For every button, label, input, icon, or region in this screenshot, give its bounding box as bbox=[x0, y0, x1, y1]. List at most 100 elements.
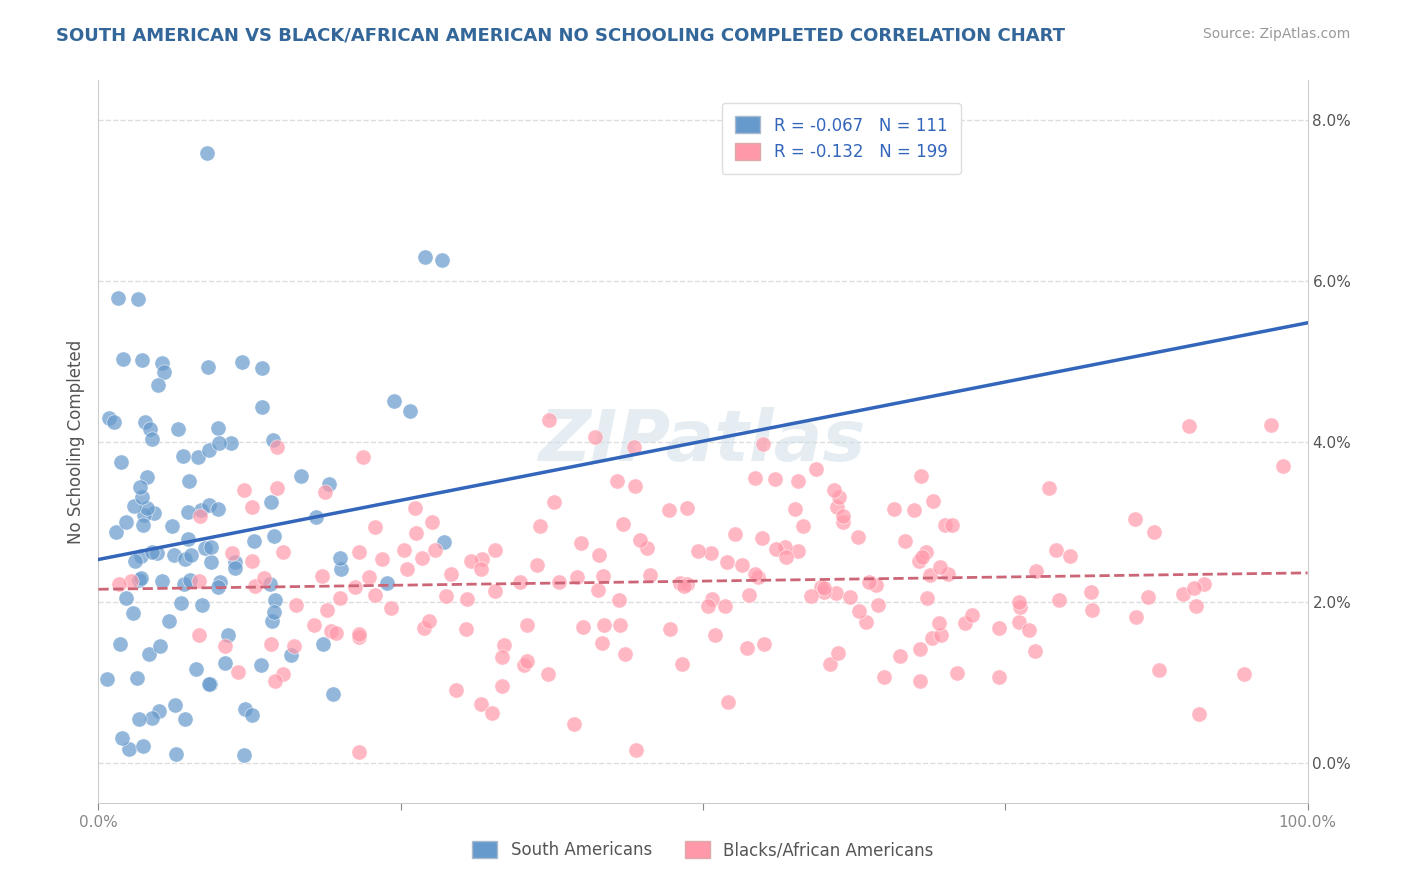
Point bbox=[626, 743, 648, 757]
Point bbox=[470, 697, 492, 711]
Point bbox=[832, 516, 855, 530]
Point bbox=[491, 649, 513, 664]
Point bbox=[200, 540, 222, 554]
Point bbox=[138, 648, 160, 662]
Point bbox=[214, 656, 236, 670]
Point bbox=[413, 250, 436, 264]
Point bbox=[187, 574, 209, 588]
Point bbox=[250, 400, 273, 414]
Point bbox=[191, 598, 214, 612]
Point bbox=[1047, 593, 1070, 607]
Point bbox=[1018, 623, 1040, 637]
Point bbox=[214, 639, 236, 653]
Point bbox=[953, 616, 976, 631]
Point bbox=[382, 393, 405, 408]
Point bbox=[700, 546, 723, 560]
Point bbox=[747, 570, 769, 584]
Point bbox=[866, 599, 889, 613]
Point bbox=[908, 673, 931, 688]
Point bbox=[271, 544, 294, 558]
Point bbox=[432, 252, 454, 267]
Point bbox=[731, 558, 754, 573]
Point bbox=[344, 580, 367, 594]
Point bbox=[744, 567, 766, 582]
Point bbox=[392, 543, 415, 558]
Point bbox=[813, 585, 835, 599]
Point bbox=[484, 543, 506, 558]
Point bbox=[929, 627, 952, 641]
Point bbox=[134, 508, 156, 522]
Point bbox=[567, 570, 589, 584]
Point bbox=[396, 562, 419, 576]
Point bbox=[460, 554, 482, 568]
Point bbox=[894, 533, 917, 548]
Point bbox=[751, 532, 773, 546]
Point bbox=[855, 615, 877, 629]
Point bbox=[1188, 707, 1211, 722]
Point bbox=[585, 430, 607, 444]
Point bbox=[399, 403, 422, 417]
Point bbox=[1008, 595, 1031, 609]
Point bbox=[569, 535, 592, 549]
Point bbox=[775, 549, 797, 564]
Point bbox=[420, 515, 443, 529]
Point bbox=[150, 356, 173, 370]
Point bbox=[240, 554, 263, 568]
Point bbox=[470, 562, 492, 576]
Point bbox=[928, 616, 950, 631]
Point bbox=[221, 546, 243, 560]
Point bbox=[640, 568, 662, 582]
Point bbox=[787, 474, 810, 488]
Point bbox=[232, 483, 254, 498]
Point bbox=[509, 574, 531, 589]
Point bbox=[173, 576, 195, 591]
Legend: R = -0.067   N = 111, R = -0.132   N = 199: R = -0.067 N = 111, R = -0.132 N = 199 bbox=[721, 103, 960, 175]
Point bbox=[207, 580, 229, 594]
Point bbox=[624, 479, 647, 493]
Point bbox=[865, 578, 887, 592]
Point bbox=[200, 677, 222, 691]
Point bbox=[433, 535, 456, 549]
Point bbox=[765, 541, 787, 556]
Point bbox=[266, 440, 288, 454]
Point bbox=[208, 575, 231, 590]
Point bbox=[240, 708, 263, 723]
Point bbox=[724, 526, 747, 541]
Point bbox=[543, 495, 565, 509]
Point bbox=[1143, 525, 1166, 540]
Point bbox=[848, 604, 870, 618]
Point bbox=[259, 577, 281, 591]
Point bbox=[444, 682, 467, 697]
Point bbox=[177, 505, 200, 519]
Point bbox=[357, 570, 380, 584]
Point bbox=[623, 441, 645, 455]
Point bbox=[103, 415, 125, 429]
Point bbox=[375, 576, 398, 591]
Point bbox=[658, 622, 681, 636]
Point bbox=[117, 742, 139, 756]
Point bbox=[329, 562, 352, 576]
Point bbox=[606, 475, 628, 489]
Point bbox=[471, 552, 494, 566]
Point bbox=[195, 145, 218, 160]
Point bbox=[434, 589, 457, 603]
Point bbox=[305, 509, 328, 524]
Point bbox=[529, 519, 551, 533]
Point bbox=[858, 575, 880, 590]
Point bbox=[754, 637, 776, 651]
Point bbox=[405, 525, 427, 540]
Point bbox=[491, 679, 513, 693]
Point bbox=[280, 648, 302, 662]
Point bbox=[614, 648, 637, 662]
Legend: South Americans, Blacks/African Americans: South Americans, Blacks/African American… bbox=[465, 834, 941, 866]
Point bbox=[1059, 549, 1081, 563]
Point bbox=[252, 571, 274, 585]
Point bbox=[1182, 581, 1205, 595]
Point bbox=[311, 569, 333, 583]
Point bbox=[184, 662, 207, 676]
Point bbox=[1007, 615, 1029, 629]
Point bbox=[516, 654, 538, 668]
Text: ZIPatlas: ZIPatlas bbox=[540, 407, 866, 476]
Point bbox=[1025, 564, 1047, 578]
Point bbox=[763, 472, 786, 486]
